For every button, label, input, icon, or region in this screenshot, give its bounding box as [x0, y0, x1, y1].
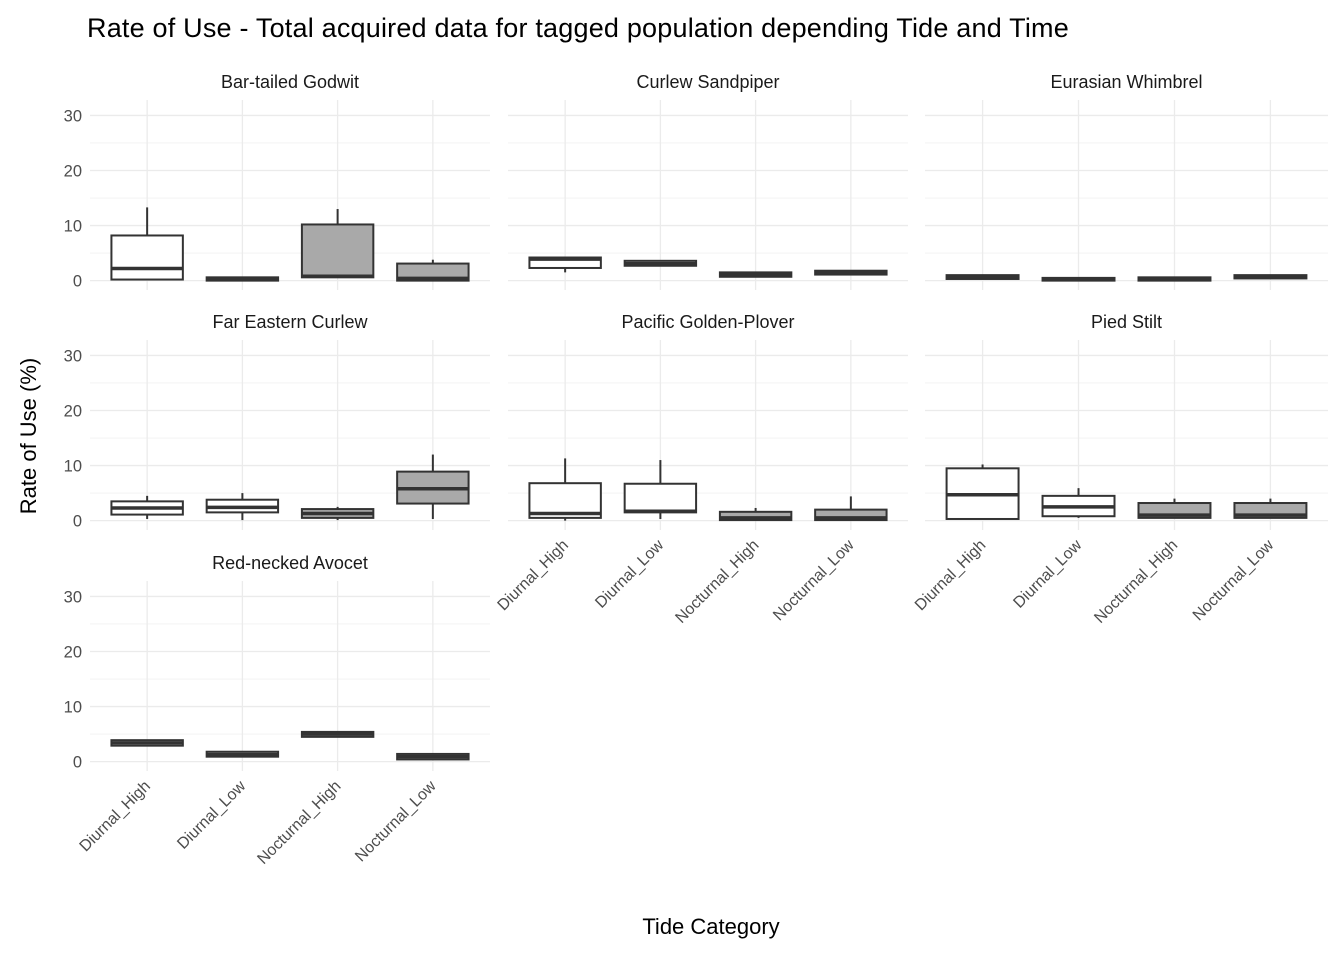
y-tick-label: 20 [64, 643, 82, 661]
box-diurnal-low [623, 482, 698, 514]
x-tick-label: Diurnal_High [912, 537, 989, 614]
facet-pied-stilt: Pied Stilt [925, 312, 1328, 530]
facet-bar-tailed-godwit: Bar-tailed Godwit [90, 72, 490, 290]
box-nocturnal-high [300, 223, 375, 279]
y-tick-label: 0 [73, 754, 82, 772]
facet-pacific-golden-plover: Pacific Golden-Plover [508, 312, 908, 530]
facet-red-necked-avocet: Red-necked Avocet [90, 553, 490, 771]
box-nocturnal-high [718, 510, 793, 522]
box-nocturnal-low [396, 262, 470, 282]
x-tick-label: Diurnal_Low [174, 777, 249, 852]
facet-eurasian-whimbrel: Eurasian Whimbrel [925, 72, 1328, 290]
x-tick-label: Diurnal_High [77, 778, 154, 855]
facet-far-eastern-curlew: Far Eastern Curlew [90, 312, 490, 530]
facet-title: Curlew Sandpiper [636, 72, 779, 92]
y-tick-label: 30 [64, 107, 82, 125]
x-tick-label: Diurnal_High [495, 537, 572, 614]
facet-title: Red-necked Avocet [212, 553, 368, 573]
facet-title: Bar-tailed Godwit [221, 72, 359, 92]
x-tick-label: Nocturnal_Low [770, 536, 858, 624]
y-axis-title: Rate of Use (%) [16, 357, 41, 515]
y-tick-label: 0 [73, 273, 82, 291]
y-tick-label: 20 [64, 162, 82, 180]
x-tick-label: Nocturnal_Low [352, 777, 440, 865]
y-tick-label: 30 [64, 588, 82, 606]
facet-title: Far Eastern Curlew [212, 312, 368, 332]
box-diurnal-high [110, 234, 184, 281]
x-tick-label: Nocturnal_High [1091, 537, 1181, 627]
box-nocturnal-low [814, 508, 888, 522]
x-tick-label: Nocturnal_High [254, 778, 344, 868]
x-tick-label: Diurnal_Low [592, 536, 667, 611]
facet-title: Eurasian Whimbrel [1050, 72, 1202, 92]
y-tick-label: 30 [64, 347, 82, 365]
x-tick-label: Nocturnal_Low [1190, 536, 1278, 624]
y-tick-label: 0 [73, 513, 82, 531]
facet-curlew-sandpiper: Curlew Sandpiper [508, 72, 908, 290]
y-tick-label: 20 [64, 402, 82, 420]
y-tick-label: 10 [64, 218, 82, 236]
chart-title: Rate of Use - Total acquired data for ta… [87, 13, 1069, 43]
y-tick-label: 10 [64, 699, 82, 717]
facet-title: Pied Stilt [1091, 312, 1162, 332]
x-axis-title: Tide Category [642, 914, 780, 939]
x-tick-label: Nocturnal_High [672, 537, 762, 627]
y-tick-label: 10 [64, 458, 82, 476]
facet-title: Pacific Golden-Plover [621, 312, 794, 332]
x-tick-label: Diurnal_Low [1010, 536, 1085, 611]
